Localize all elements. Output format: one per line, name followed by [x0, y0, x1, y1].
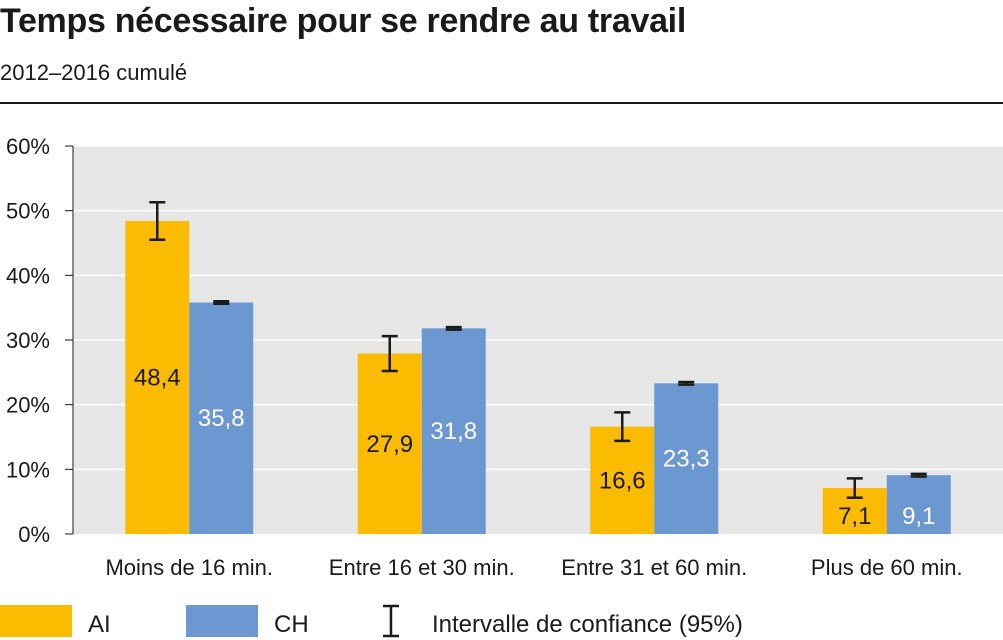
bars: [125, 221, 951, 534]
legend-swatch-ch: [186, 605, 258, 637]
chart-subtitle: 2012–2016 cumulé: [0, 60, 188, 85]
bar-ai-0: [125, 221, 190, 534]
x-tick-label: Plus de 60 min.: [811, 555, 963, 580]
bar-ai-2: [590, 426, 655, 534]
legend-swatch-ai: [0, 605, 72, 637]
y-tick-label: 60%: [6, 134, 50, 159]
error-bar-ch-1: [445, 325, 462, 331]
bar-ch-1: [421, 328, 486, 534]
data-label-ch-3: 9,1: [902, 503, 935, 530]
data-label-ai-3: 7,1: [838, 503, 871, 530]
y-tick-label: 30%: [6, 328, 50, 353]
bar-ch-3: [886, 475, 951, 534]
y-axis-tick-labels: 0% 10% 20% 30% 40% 50% 60%: [6, 134, 50, 547]
chart-title: Temps nécessaire pour se rendre au trava…: [0, 2, 686, 40]
error-bar-ai-3: [846, 477, 863, 500]
data-label-ai-1: 27,9: [366, 431, 413, 458]
bar-ch-2: [654, 383, 719, 534]
data-labels: 48,4 35,8 27,9 31,8 16,6 23,3 7,1 9,1: [134, 365, 936, 530]
error-bar-ai-1: [381, 334, 398, 373]
x-axis-tick-labels: Moins de 16 min. Entre 16 et 30 min. Entre…: [105, 555, 962, 580]
x-tick-label: Moins de 16 min.: [105, 555, 273, 580]
bar-ai-1: [357, 353, 422, 534]
legend-label-ai: AI: [88, 611, 111, 638]
y-tick-label: 40%: [6, 263, 50, 288]
y-tick-label: 20%: [6, 393, 50, 418]
y-tick-label: 0%: [18, 522, 50, 547]
data-label-ai-0: 48,4: [134, 365, 181, 392]
bar-ch-0: [189, 302, 254, 534]
y-tick-label: 10%: [6, 457, 50, 482]
y-tick-label: 50%: [6, 199, 50, 224]
error-bar-ai-2: [614, 411, 631, 443]
x-tick-label: Entre 31 et 60 min.: [561, 555, 747, 580]
data-label-ai-2: 16,6: [599, 467, 646, 494]
error-bar-ch-3: [910, 472, 927, 478]
data-label-ch-2: 23,3: [663, 446, 710, 473]
legend-label-ci: Intervalle de confiance (95%): [432, 611, 743, 638]
x-tick-label: Entre 16 et 30 min.: [329, 555, 515, 580]
data-label-ch-1: 31,8: [430, 418, 477, 445]
title-divider: [0, 102, 1003, 104]
legend-label-ch: CH: [274, 611, 309, 638]
error-bar-ai-0: [149, 201, 166, 242]
confidence-interval-icon: [383, 604, 399, 638]
error-bar-ch-0: [213, 299, 230, 306]
data-label-ch-0: 35,8: [198, 405, 245, 432]
legend: AI CH Intervalle de confiance (95%): [0, 604, 743, 638]
error-bars: [149, 201, 927, 500]
error-bar-ch-2: [678, 380, 695, 386]
